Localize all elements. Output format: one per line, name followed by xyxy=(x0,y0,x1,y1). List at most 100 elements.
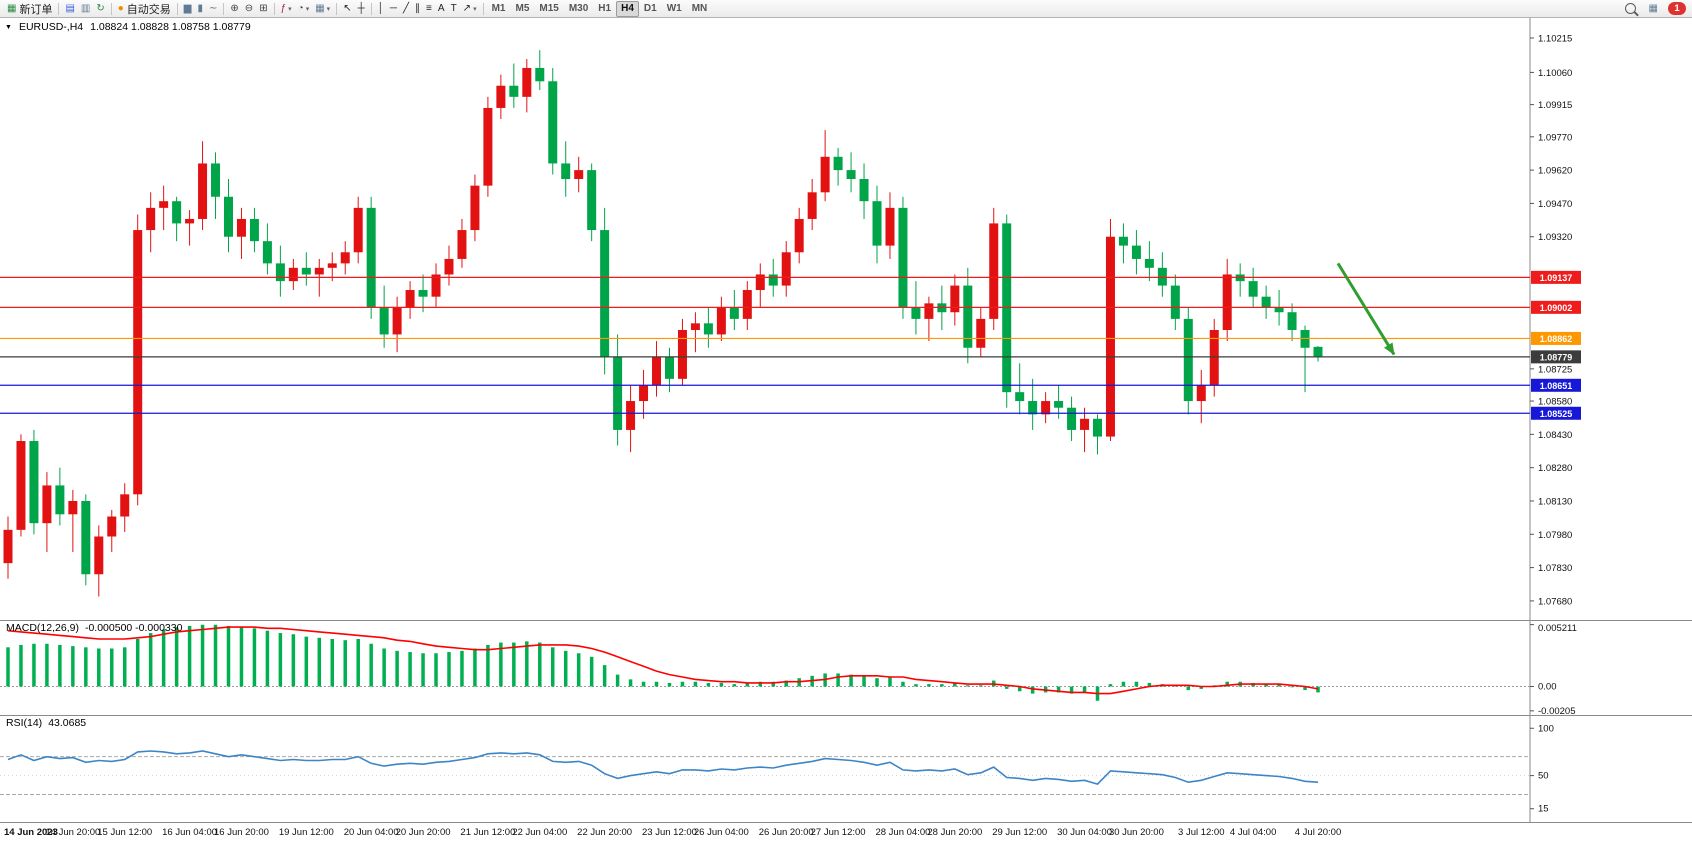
candle xyxy=(690,323,700,330)
time-axis-label: 15 Jun 12:00 xyxy=(97,827,153,838)
indicators-icon[interactable]: ƒ ▾ xyxy=(278,1,295,17)
candle xyxy=(3,529,13,564)
timeframe-button-m30[interactable]: M30 xyxy=(568,3,589,14)
macd-histogram-bar xyxy=(576,653,581,687)
trendline-icon: ╱ xyxy=(403,2,410,14)
macd-histogram-bar xyxy=(45,643,49,687)
autotrade-button-label: 自动交易 xyxy=(126,3,171,16)
fibonacci-icon[interactable]: ≡ xyxy=(423,1,435,17)
macd-histogram-bar xyxy=(226,625,231,687)
candle xyxy=(340,252,350,264)
macd-histogram-bar xyxy=(940,684,944,687)
candle xyxy=(405,290,415,308)
timeframe-button-mn[interactable]: MN xyxy=(691,3,708,14)
candle xyxy=(1093,418,1103,437)
data-window-icon[interactable]: ▥ xyxy=(78,1,93,17)
candlestick-chart-icon[interactable]: ▮ xyxy=(195,1,207,17)
macd-histogram-bar xyxy=(901,681,905,687)
autotrade-button[interactable]: ● 自动交易 xyxy=(115,1,174,17)
macd-histogram-bar xyxy=(304,636,309,687)
symbol-dropdown-icon[interactable]: ▼ xyxy=(5,23,12,31)
chart-background xyxy=(0,18,1692,620)
candle xyxy=(548,81,558,164)
price-badge xyxy=(1531,378,1581,392)
candle xyxy=(496,85,506,108)
macd-histogram-bar xyxy=(1290,686,1294,688)
price-badge xyxy=(1531,270,1581,284)
trend-arrow[interactable] xyxy=(1336,262,1396,356)
channel-icon[interactable]: ∥ xyxy=(412,1,423,17)
candle xyxy=(989,223,999,319)
macd-histogram-bar xyxy=(343,640,347,687)
cursor-icon: ↖ xyxy=(343,2,352,14)
timeframe-button-w1[interactable]: W1 xyxy=(666,3,682,14)
candle xyxy=(820,156,830,193)
new-order-button[interactable]: ▦ 新订单 xyxy=(4,1,55,17)
horizontal-line-icon[interactable]: ─ xyxy=(387,1,400,17)
magnifier-glyph xyxy=(1624,3,1636,14)
price-axis-label: 1.08580 xyxy=(1538,397,1572,408)
candle xyxy=(742,290,752,319)
text-icon[interactable]: A xyxy=(435,1,448,17)
search-icon[interactable] xyxy=(1622,1,1639,17)
macd-histogram-bar xyxy=(654,681,659,687)
macd-histogram-bar xyxy=(356,639,360,687)
chevron-down-icon: ▾ xyxy=(473,5,477,13)
candle xyxy=(976,318,986,348)
candle xyxy=(1118,236,1128,246)
zoom-in-icon[interactable]: ⊕ xyxy=(227,1,241,17)
candle xyxy=(262,241,272,264)
horizontal-line-icon: ─ xyxy=(389,2,398,14)
timeframe-button-h1[interactable]: H1 xyxy=(598,3,612,14)
macd-histogram-bar xyxy=(1069,686,1074,694)
macd-histogram-bar xyxy=(187,625,192,687)
price-axis-label: 1.10060 xyxy=(1538,68,1572,79)
timeframe-button-m5[interactable]: M5 xyxy=(515,3,530,14)
arrow-tool-icon[interactable]: ↗ ▾ xyxy=(460,1,480,17)
trendline-icon[interactable]: ╱ xyxy=(400,1,412,17)
candle xyxy=(314,267,324,275)
time-axis-label: 30 Jun 20:00 xyxy=(1108,827,1164,838)
candle xyxy=(81,500,91,575)
candle xyxy=(107,516,117,537)
macd-histogram-bar xyxy=(460,650,464,687)
candle xyxy=(249,218,259,242)
cursor-icon[interactable]: ↖ xyxy=(340,1,354,17)
candle xyxy=(198,163,208,219)
tile-windows-icon[interactable]: ⊞ xyxy=(256,1,270,17)
timeframe-button-d1[interactable]: D1 xyxy=(643,3,657,14)
templates-icon[interactable]: ▦ ▾ xyxy=(312,1,333,17)
line-chart-icon[interactable]: ∼ xyxy=(206,1,220,17)
notification-badge[interactable]: 1 xyxy=(1668,2,1686,15)
macd-histogram-bar xyxy=(732,684,737,687)
timeframe-button-m1[interactable]: M1 xyxy=(491,3,506,14)
toolbar-separator xyxy=(370,2,372,15)
macd-histogram-bar xyxy=(71,646,75,687)
candle xyxy=(703,323,713,335)
label-icon[interactable]: T xyxy=(448,1,460,17)
macd-histogram-bar xyxy=(213,624,218,687)
chart-grid-icon[interactable]: ▦ xyxy=(1646,1,1661,17)
periods-icon[interactable]: ◔ ▾ xyxy=(295,1,313,17)
macd-histogram-bar xyxy=(927,684,931,687)
candle xyxy=(833,156,843,171)
timeframe-button-m15[interactable]: M15 xyxy=(539,3,559,14)
candle xyxy=(16,441,26,530)
fibonacci-icon: ≡ xyxy=(426,2,432,14)
toolbar-separator xyxy=(58,2,60,15)
time-axis-label: 20 Jun 20:00 xyxy=(395,827,451,838)
crosshair-icon[interactable]: ┼ xyxy=(355,1,368,17)
price-axis-label: 1.08430 xyxy=(1538,430,1572,441)
bar-chart-icon[interactable]: ▆ xyxy=(181,1,195,17)
macd-histogram-bar xyxy=(602,665,607,687)
timeframe-button-h4[interactable]: H4 xyxy=(616,0,639,17)
time-axis-label: 28 Jun 20:00 xyxy=(927,827,983,838)
time-axis[interactable]: 14 Jun 2023 14 Jun 20:00 15 Jun 12:00 16 Ju… xyxy=(0,822,1692,844)
vertical-line-icon[interactable]: │ xyxy=(375,1,387,17)
refresh-icon[interactable]: ↻ xyxy=(93,1,107,17)
candle xyxy=(172,201,182,224)
macd-histogram-bar xyxy=(836,673,840,687)
candle xyxy=(729,307,739,319)
zoom-out-icon[interactable]: ⊖ xyxy=(242,1,256,17)
market-watch-icon[interactable]: ▤ xyxy=(62,1,77,17)
